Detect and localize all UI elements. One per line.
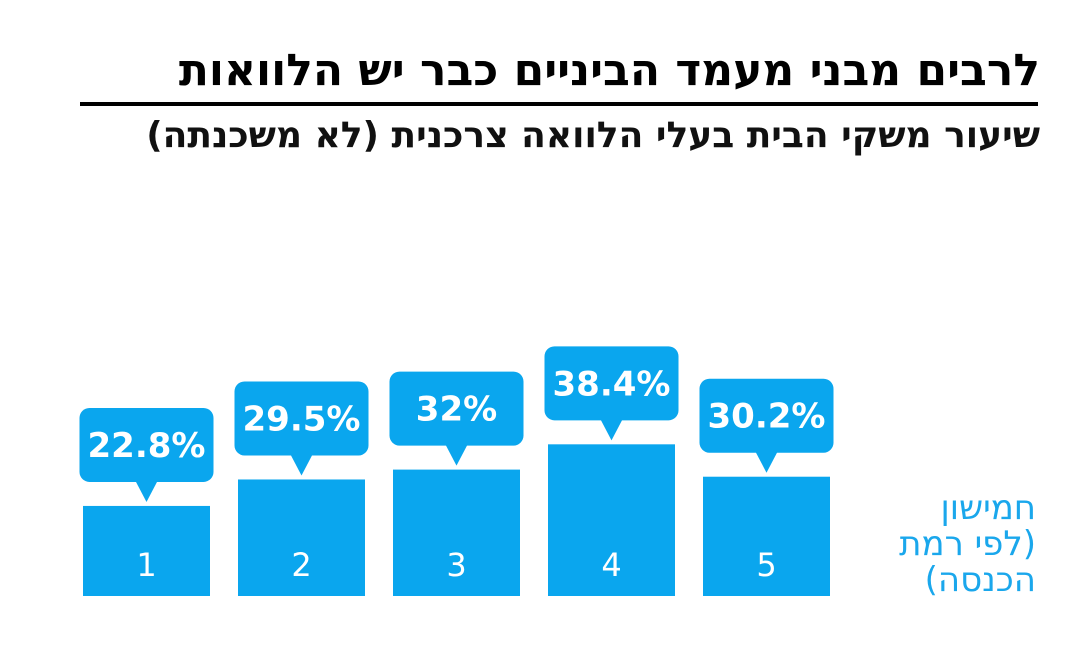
value-callout-5: 30.2% bbox=[699, 378, 834, 473]
x-tick-label-4: 4 bbox=[601, 546, 621, 584]
value-callout-pointer bbox=[445, 444, 468, 466]
data-label-4: 38.4% bbox=[553, 364, 671, 404]
bar-2 bbox=[238, 479, 365, 596]
x-tick-label-1: 1 bbox=[136, 546, 156, 584]
x-tick-label-3: 3 bbox=[446, 546, 466, 584]
bar-5 bbox=[703, 476, 830, 596]
bar-1 bbox=[83, 505, 210, 596]
x-tick-label-5: 5 bbox=[756, 546, 776, 584]
value-callout-box bbox=[699, 378, 834, 453]
value-callout-4: 38.4% bbox=[544, 346, 679, 441]
data-label-3: 32% bbox=[416, 390, 497, 430]
value-callout-1: 22.8% bbox=[79, 407, 214, 502]
value-callout-box bbox=[544, 346, 679, 421]
data-label-2: 29.5% bbox=[243, 399, 361, 439]
value-callout-2: 29.5% bbox=[234, 381, 369, 476]
value-callout-pointer bbox=[135, 480, 158, 502]
chart-subtitle: שיעור משקי הבית בעלי הלוואה צרכנית (לא מ… bbox=[146, 115, 1040, 156]
x-axis-title-line-3: הכנסה) bbox=[924, 560, 1036, 600]
value-callout-box bbox=[389, 371, 524, 446]
title-divider bbox=[80, 102, 1038, 106]
x-axis-title-line-2: (לפי רמת bbox=[899, 524, 1036, 564]
value-callout-pointer bbox=[600, 419, 623, 441]
bar-3 bbox=[393, 469, 520, 596]
chart-title: לרבים מבני מעמד הביניים כבר יש הלוואות bbox=[178, 45, 1040, 96]
value-callout-box bbox=[79, 407, 214, 482]
value-callout-pointer bbox=[290, 454, 313, 476]
x-axis-title-line-1: חמישון bbox=[940, 488, 1036, 528]
value-callout-box bbox=[234, 381, 369, 456]
x-tick-label-2: 2 bbox=[291, 546, 311, 584]
value-callout-pointer bbox=[755, 451, 778, 473]
data-label-1: 22.8% bbox=[88, 426, 206, 466]
bar-4 bbox=[548, 444, 675, 596]
data-label-5: 30.2% bbox=[708, 397, 826, 437]
value-callout-3: 32% bbox=[389, 371, 524, 466]
x-axis-title: חמישון (לפי רמת הכנסה) bbox=[836, 490, 1036, 598]
